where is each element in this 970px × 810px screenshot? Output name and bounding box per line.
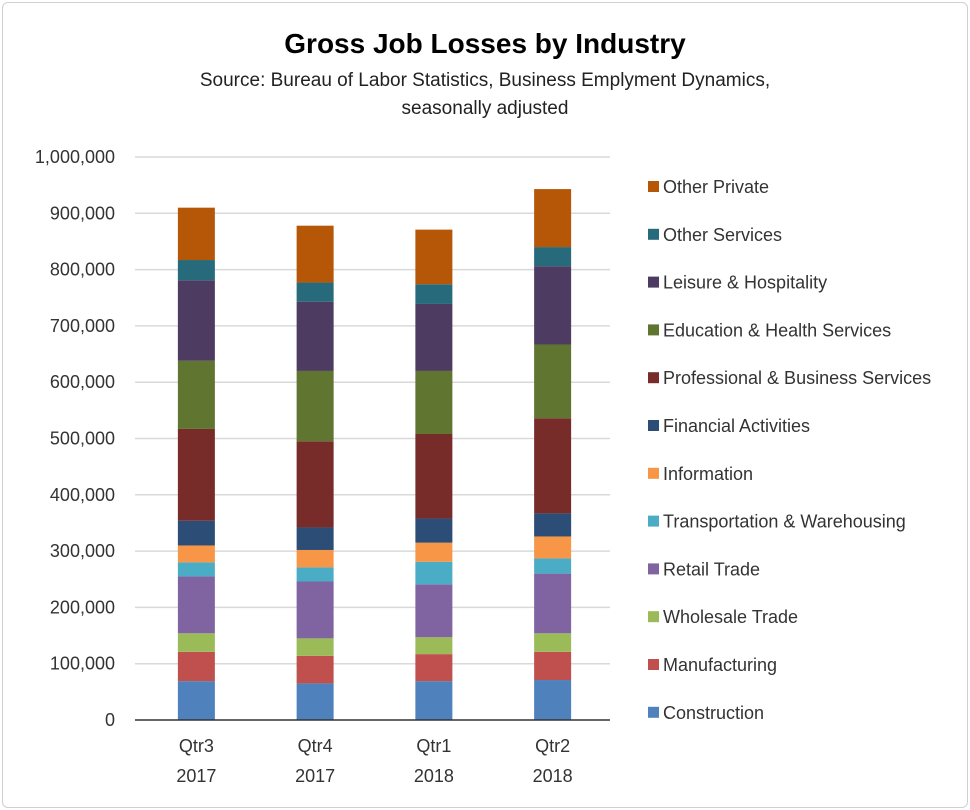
bar-segment-information <box>415 542 453 562</box>
y-tick-label: 400,000 <box>50 485 115 505</box>
bar-segment-wholesale-trade <box>296 638 334 656</box>
legend-swatch <box>648 467 659 479</box>
bar-segment-education-health-services <box>296 370 334 442</box>
chart-subtitle-line2: seasonally adjusted <box>401 98 569 119</box>
legend-swatch <box>648 181 659 192</box>
bar-segment-leisure-hospitality <box>415 303 453 371</box>
legend-swatch <box>648 420 659 431</box>
legend-swatch <box>648 515 659 527</box>
legend-label: Other Private <box>663 177 769 197</box>
bar-segment-wholesale-trade <box>415 637 453 655</box>
bar-segment-other-private <box>534 189 572 248</box>
legend-swatch <box>648 563 659 575</box>
bar-segment-retail-trade <box>534 573 572 634</box>
y-tick-label: 100,000 <box>50 654 115 674</box>
bar-segment-education-health-services <box>534 344 572 419</box>
legend-label: Professional & Business Services <box>663 368 931 388</box>
x-tick-label-year: 2018 <box>533 766 573 786</box>
x-tick-label: Qtr2 <box>535 736 570 756</box>
legend-label: Education & Health Services <box>663 320 891 340</box>
bar-segment-education-health-services <box>415 370 453 434</box>
chart-title: Gross Job Losses by Industry <box>284 28 686 59</box>
bar-segment-financial-activities <box>296 527 334 550</box>
legend-label: Retail Trade <box>663 559 760 579</box>
y-tick-label: 700,000 <box>50 316 115 336</box>
legend-label: Manufacturing <box>663 655 777 675</box>
y-tick-label: 600,000 <box>50 372 115 392</box>
bar-segment-wholesale-trade <box>534 633 572 652</box>
y-tick-label: 300,000 <box>50 541 115 561</box>
bar-segment-manufacturing <box>415 654 453 682</box>
legend-swatch <box>648 276 659 288</box>
legend-label: Transportation & Warehousing <box>663 512 906 532</box>
y-tick-label: 900,000 <box>50 203 115 223</box>
x-tick-label: Qtr1 <box>416 736 451 756</box>
bar-segment-financial-activities <box>534 513 572 537</box>
bar-segment-leisure-hospitality <box>534 266 572 345</box>
legend-label: Wholesale Trade <box>663 607 798 627</box>
bar-segment-retail-trade <box>296 581 334 639</box>
bar-segment-other-services <box>534 247 572 267</box>
legend-swatch <box>648 611 659 623</box>
bar-segment-professional-business-services <box>177 428 215 521</box>
y-tick-label: 0 <box>105 710 115 730</box>
bar-segment-financial-activities <box>177 520 215 546</box>
chart-subtitle-line1: Source: Bureau of Labor Statistics, Busi… <box>199 70 771 91</box>
legend-swatch <box>648 228 659 240</box>
bar-segment-other-private <box>177 207 215 261</box>
y-tick-label: 1,000,000 <box>35 147 115 167</box>
bar-segment-other-services <box>415 284 453 304</box>
bar-segment-transportation-warehousing <box>415 561 453 585</box>
bar-segment-professional-business-services <box>415 433 453 519</box>
legend-label: Leisure & Hospitality <box>663 273 827 293</box>
bar-segment-information <box>534 536 572 559</box>
bar-segment-education-health-services <box>177 360 215 429</box>
legend-swatch <box>648 324 659 336</box>
bar-segment-other-private <box>415 229 453 285</box>
y-tick-label: 500,000 <box>50 429 115 449</box>
legend-label: Financial Activities <box>663 416 810 436</box>
x-tick-label-year: 2017 <box>176 766 216 786</box>
bar-segment-leisure-hospitality <box>296 301 334 371</box>
legend-label: Other Services <box>663 225 782 245</box>
bar-segment-information <box>296 549 334 568</box>
legend-swatch <box>648 372 659 384</box>
bar-segment-transportation-warehousing <box>177 562 215 577</box>
bar-segment-other-services <box>177 260 215 281</box>
x-tick-label: Qtr3 <box>179 736 214 756</box>
bar-segment-construction <box>415 681 453 720</box>
y-tick-label: 200,000 <box>50 597 115 617</box>
bar-segment-retail-trade <box>177 576 215 634</box>
bar-segment-information <box>177 545 215 563</box>
bar-segment-manufacturing <box>534 651 572 681</box>
legend-swatch <box>648 659 659 670</box>
bar-segment-transportation-warehousing <box>296 567 334 582</box>
bar-segment-leisure-hospitality <box>177 280 215 361</box>
bar-segment-construction <box>534 680 572 720</box>
bar-segment-manufacturing <box>177 651 215 682</box>
bar-segment-other-private <box>296 225 334 283</box>
x-tick-label-year: 2018 <box>414 766 454 786</box>
bar-segment-construction <box>296 683 334 720</box>
bar-segment-other-services <box>296 282 334 302</box>
bar-segment-manufacturing <box>296 655 334 684</box>
legend-label: Construction <box>663 703 764 723</box>
bar-segment-construction <box>177 681 215 720</box>
bar-segment-financial-activities <box>415 518 453 543</box>
legend-swatch <box>648 706 659 718</box>
bar-segment-retail-trade <box>415 584 453 638</box>
y-tick-label: 800,000 <box>50 260 115 280</box>
bar-segment-professional-business-services <box>296 441 334 528</box>
bar-segment-professional-business-services <box>534 418 572 514</box>
bar-segment-transportation-warehousing <box>534 558 572 574</box>
x-tick-label-year: 2017 <box>295 766 335 786</box>
bar-segment-wholesale-trade <box>177 633 215 652</box>
legend-label: Information <box>663 464 753 484</box>
x-tick-label: Qtr4 <box>298 736 333 756</box>
